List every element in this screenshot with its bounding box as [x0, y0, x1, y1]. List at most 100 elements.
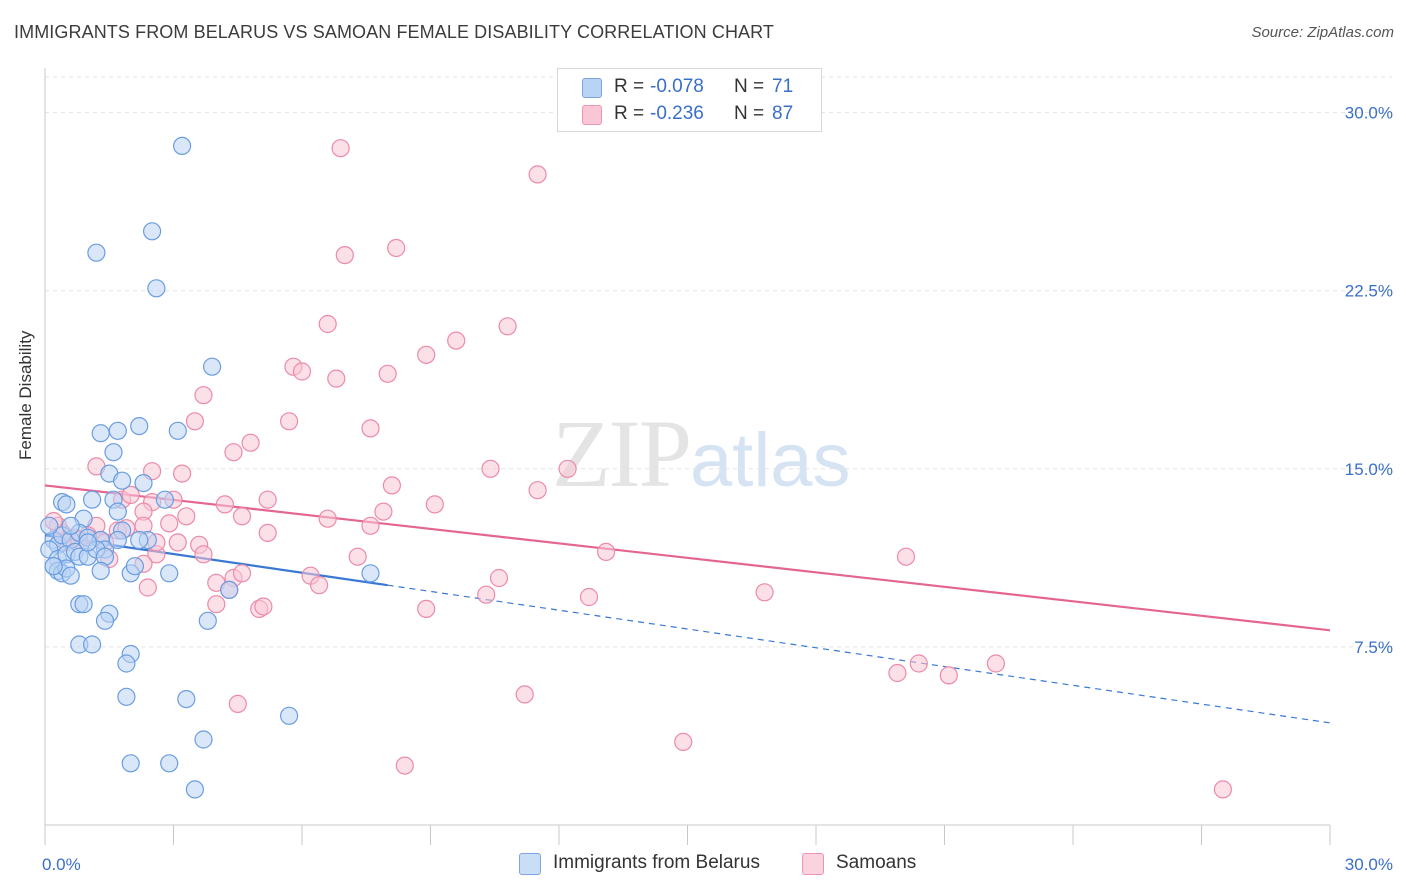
samoans-point: [207, 595, 226, 614]
belarus-point: [117, 687, 136, 706]
belarus-point: [185, 780, 204, 799]
belarus-point: [177, 689, 196, 709]
y-tick-label: 30.0%: [1345, 104, 1393, 123]
samoans-point: [292, 362, 312, 381]
samoans-point: [215, 495, 234, 514]
belarus-point: [108, 502, 127, 521]
belarus-point: [57, 495, 76, 514]
belarus-point: [134, 474, 153, 493]
samoans-point: [417, 345, 436, 364]
belarus-point: [220, 580, 239, 600]
samoans-point: [986, 654, 1006, 673]
y-tick-label: 7.5%: [1354, 638, 1393, 657]
samoans-point: [528, 481, 547, 500]
samoans-point: [498, 317, 517, 336]
samoans-point: [224, 443, 243, 462]
belarus-point: [121, 754, 140, 773]
samoans-point: [558, 459, 577, 478]
watermark-atlas: atlas: [690, 418, 851, 503]
samoans-point: [177, 507, 196, 526]
belarus-point: [160, 754, 179, 773]
samoans-point: [387, 238, 406, 258]
samoans-point: [896, 547, 916, 566]
samoans-point: [194, 386, 213, 405]
samoans-point: [489, 568, 509, 588]
legend-r-label: R =: [614, 76, 645, 97]
belarus-point: [194, 730, 213, 749]
axes: [44, 68, 1331, 845]
samoans-point: [361, 419, 380, 438]
belarus-point: [155, 490, 174, 509]
samoans-point: [318, 314, 337, 334]
belarus-point: [95, 611, 115, 630]
samoans-point: [382, 476, 401, 495]
samoans-point: [755, 583, 774, 602]
samoans-point: [596, 542, 616, 562]
samoans-point: [395, 756, 414, 775]
tick-labels: 7.5% 15.0% 22.5% 30.0% 0.0% 30.0%: [42, 104, 1393, 874]
samoans-point: [579, 587, 599, 607]
belarus-point: [160, 564, 179, 583]
belarus-point: [108, 530, 127, 550]
samoans-point: [515, 685, 534, 704]
belarus-point: [117, 654, 136, 673]
samoans-point: [674, 732, 693, 752]
samoans-point: [310, 576, 329, 595]
y-axis-label: Female Disability: [16, 330, 35, 460]
belarus-point: [143, 222, 162, 241]
legend-r-value: -0.078: [650, 76, 704, 97]
samoans-point: [888, 663, 907, 683]
samoans-point: [425, 495, 444, 514]
samoans-point: [121, 485, 140, 504]
belarus-point: [61, 516, 80, 535]
samoans-point: [447, 331, 466, 350]
belarus-point: [78, 533, 97, 552]
correlation-legend: R = -0.078 N = 71 R = -0.236 N = 87: [557, 68, 822, 132]
belarus-point: [125, 557, 144, 576]
samoans-point: [378, 364, 397, 383]
samoans-point: [173, 464, 192, 483]
samoans-trend-line: [44, 484, 1331, 632]
bottom-legend-swatch-belarus: [519, 853, 541, 875]
watermark: ZIPatlas: [552, 398, 851, 509]
samoans-point: [168, 533, 187, 552]
samoans-point: [258, 490, 277, 509]
samoans-point: [241, 433, 260, 452]
samoans-point: [909, 654, 928, 673]
belarus-trend-extension: [387, 584, 1331, 724]
belarus-point: [147, 279, 166, 298]
samoans-point: [417, 599, 436, 619]
x-tick-label: 0.0%: [42, 855, 81, 874]
bottom-legend-label-belarus: Immigrants from Belarus: [553, 852, 760, 873]
samoans-point: [335, 246, 354, 265]
legend-n-value: 87: [772, 103, 794, 124]
samoans-point: [374, 502, 393, 521]
samoans-point: [331, 139, 350, 158]
belarus-point: [44, 557, 63, 576]
belarus-point: [74, 595, 93, 614]
belarus-point: [130, 530, 149, 550]
samoans-point: [160, 514, 179, 533]
samoans-point: [194, 545, 213, 564]
y-tick-label: 15.0%: [1345, 460, 1393, 479]
legend-n-label: N =: [734, 103, 765, 124]
samoans-point: [185, 412, 204, 431]
belarus-point: [108, 421, 127, 440]
legend-swatch-samoans: [582, 105, 602, 125]
bottom-legend-swatch-samoans: [802, 853, 824, 875]
belarus-point: [173, 136, 192, 155]
source-label: Source: ZipAtlas.com: [1251, 24, 1394, 41]
belarus-point: [91, 424, 110, 443]
belarus-point: [82, 490, 102, 509]
belarus-point: [91, 561, 110, 581]
legend-r-label: R =: [614, 103, 645, 124]
bottom-legend-label-samoans: Samoans: [836, 852, 917, 873]
belarus-point: [82, 635, 102, 654]
samoans-point: [528, 165, 547, 184]
samoans-point: [254, 597, 273, 616]
samoans-point: [361, 516, 380, 535]
samoans-point: [481, 459, 500, 478]
belarus-point: [203, 357, 222, 376]
belarus-point: [104, 443, 123, 462]
